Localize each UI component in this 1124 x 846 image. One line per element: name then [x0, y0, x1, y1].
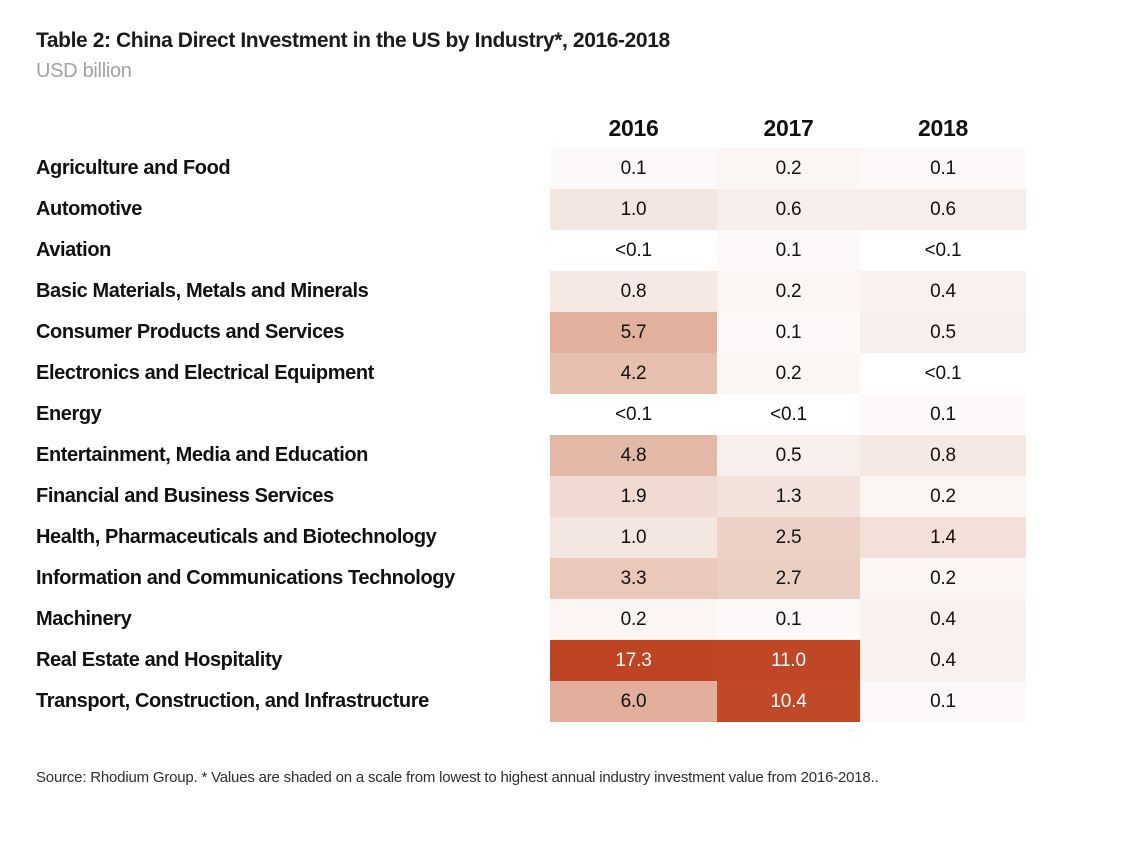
value-cell-2018: 0.4 — [860, 599, 1026, 641]
row-label: Transport, Construction, and Infrastruct… — [36, 690, 429, 713]
row-label: Entertainment, Media and Education — [36, 444, 368, 467]
value-cell-2017: 10.4 — [717, 681, 860, 723]
value-cell-2018: 0.1 — [860, 681, 1026, 723]
row-label: Energy — [36, 403, 102, 426]
row-label: Automotive — [36, 198, 143, 221]
investment-heatmap-table: 2016 2017 2018 Agriculture and Food 0.1 0.2 0.… — [36, 110, 1026, 723]
row-label: Financial and Business Services — [36, 485, 334, 508]
value-cell-2017: 0.2 — [717, 148, 860, 190]
value-cell-2016: <0.1 — [550, 394, 717, 436]
value-cell-2016: 0.2 — [550, 599, 717, 641]
value-cell-2017: 0.5 — [717, 435, 860, 477]
value-cell-2018: 0.1 — [860, 148, 1026, 190]
row-label: Agriculture and Food — [36, 157, 231, 180]
value-cell-2016: 5.7 — [550, 312, 717, 354]
value-cell-2016: 0.8 — [550, 271, 717, 313]
row-label: Aviation — [36, 239, 111, 262]
value-cell-2017: 0.1 — [717, 312, 860, 354]
value-cell-2017: 0.1 — [717, 230, 860, 272]
column-header-2016: 2016 — [608, 115, 659, 142]
value-cell-2016: 1.0 — [550, 189, 717, 231]
value-cell-2018: 0.6 — [860, 189, 1026, 231]
value-cell-2016: 4.2 — [550, 353, 717, 395]
row-label: Machinery — [36, 608, 132, 631]
value-cell-2018: 0.1 — [860, 394, 1026, 436]
row-label: Electronics and Electrical Equipment — [36, 362, 374, 385]
value-cell-2017: 1.3 — [717, 476, 860, 518]
value-cell-2016: 1.0 — [550, 517, 717, 559]
source-note: Source: Rhodium Group. * Values are shad… — [36, 769, 879, 787]
value-cell-2018: 0.2 — [860, 476, 1026, 518]
value-cell-2017: <0.1 — [717, 394, 860, 436]
report-page: Table 2: China Direct Investment in the … — [36, 29, 1026, 787]
value-cell-2016: 3.3 — [550, 558, 717, 600]
table-subtitle: USD billion — [36, 60, 132, 83]
value-cell-2016: 6.0 — [550, 681, 717, 723]
value-cell-2018: 0.5 — [860, 312, 1026, 354]
row-label: Health, Pharmaceuticals and Biotechnolog… — [36, 526, 437, 549]
column-header-2017: 2017 — [763, 115, 814, 142]
value-cell-2017: 0.2 — [717, 353, 860, 395]
value-cell-2017: 2.7 — [717, 558, 860, 600]
value-cell-2017: 2.5 — [717, 517, 860, 559]
value-cell-2018: 0.8 — [860, 435, 1026, 477]
table-title: Table 2: China Direct Investment in the … — [36, 29, 670, 52]
column-header-2018: 2018 — [918, 115, 968, 142]
value-cell-2016: 1.9 — [550, 476, 717, 518]
value-cell-2017: 0.2 — [717, 271, 860, 313]
row-label: Information and Communications Technolog… — [36, 567, 455, 590]
value-cell-2016: 4.8 — [550, 435, 717, 477]
value-cell-2018: 0.4 — [860, 640, 1026, 682]
row-label: Real Estate and Hospitality — [36, 649, 282, 672]
value-cell-2016: <0.1 — [550, 230, 717, 272]
value-cell-2016: 0.1 — [550, 148, 717, 190]
value-cell-2017: 0.6 — [717, 189, 860, 231]
value-cell-2018: 1.4 — [860, 517, 1026, 559]
value-cell-2018: <0.1 — [860, 230, 1026, 272]
value-cell-2018: 0.2 — [860, 558, 1026, 600]
value-cell-2017: 11.0 — [717, 640, 860, 682]
value-cell-2018: <0.1 — [860, 353, 1026, 395]
row-label: Basic Materials, Metals and Minerals — [36, 280, 369, 303]
value-cell-2016: 17.3 — [550, 640, 717, 682]
row-label: Consumer Products and Services — [36, 321, 345, 344]
value-cell-2018: 0.4 — [860, 271, 1026, 313]
header-spacer — [36, 110, 550, 148]
value-cell-2017: 0.1 — [717, 599, 860, 641]
